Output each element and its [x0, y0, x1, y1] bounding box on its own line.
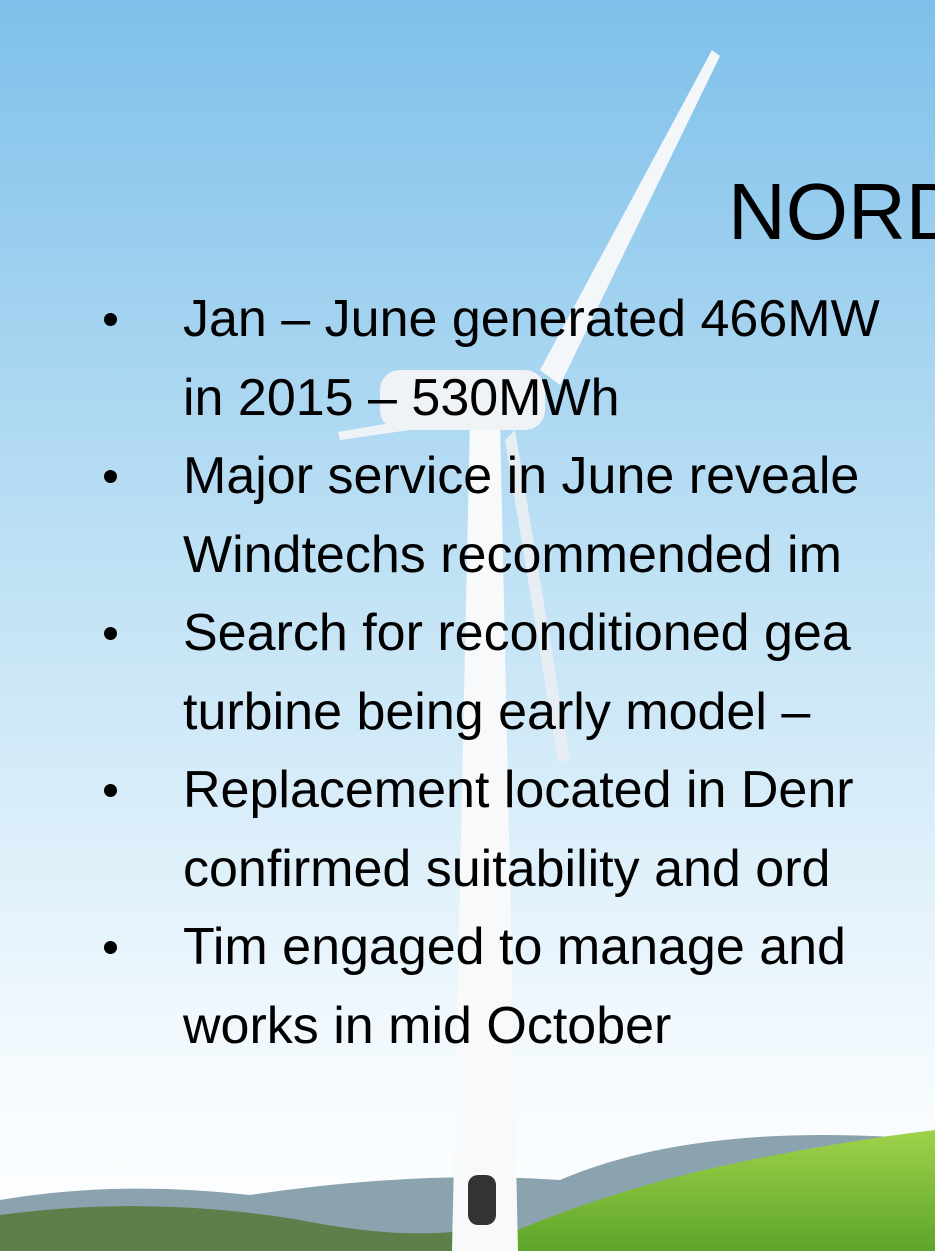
- bullet-text: works in mid October: [183, 1000, 671, 1052]
- bullet-text: Jan – June generated 466MW: [183, 293, 880, 345]
- bullet-text: in 2015 – 530MWh: [183, 372, 620, 424]
- slide-title: NORD: [728, 172, 935, 252]
- bullet-marker: [104, 313, 117, 326]
- bullet-marker: [104, 627, 117, 640]
- bullet-text: turbine being early model –: [183, 686, 810, 738]
- bullet-text: Windtechs recommended im: [183, 529, 842, 581]
- bullet-text: confirmed suitability and ord: [183, 843, 830, 895]
- bullet-text: Search for reconditioned gea: [183, 607, 851, 659]
- slide: NORD Jan – June generated 466MW in 2015 –…: [0, 0, 935, 1251]
- tower-door: [468, 1175, 496, 1225]
- bullet-marker: [104, 941, 117, 954]
- bullet-marker: [104, 470, 117, 483]
- bullet-text: Major service in June reveale: [183, 450, 859, 502]
- bullet-marker: [104, 784, 117, 797]
- bullet-text: Tim engaged to manage and: [183, 921, 846, 973]
- bullet-text: Replacement located in Denr: [183, 764, 854, 816]
